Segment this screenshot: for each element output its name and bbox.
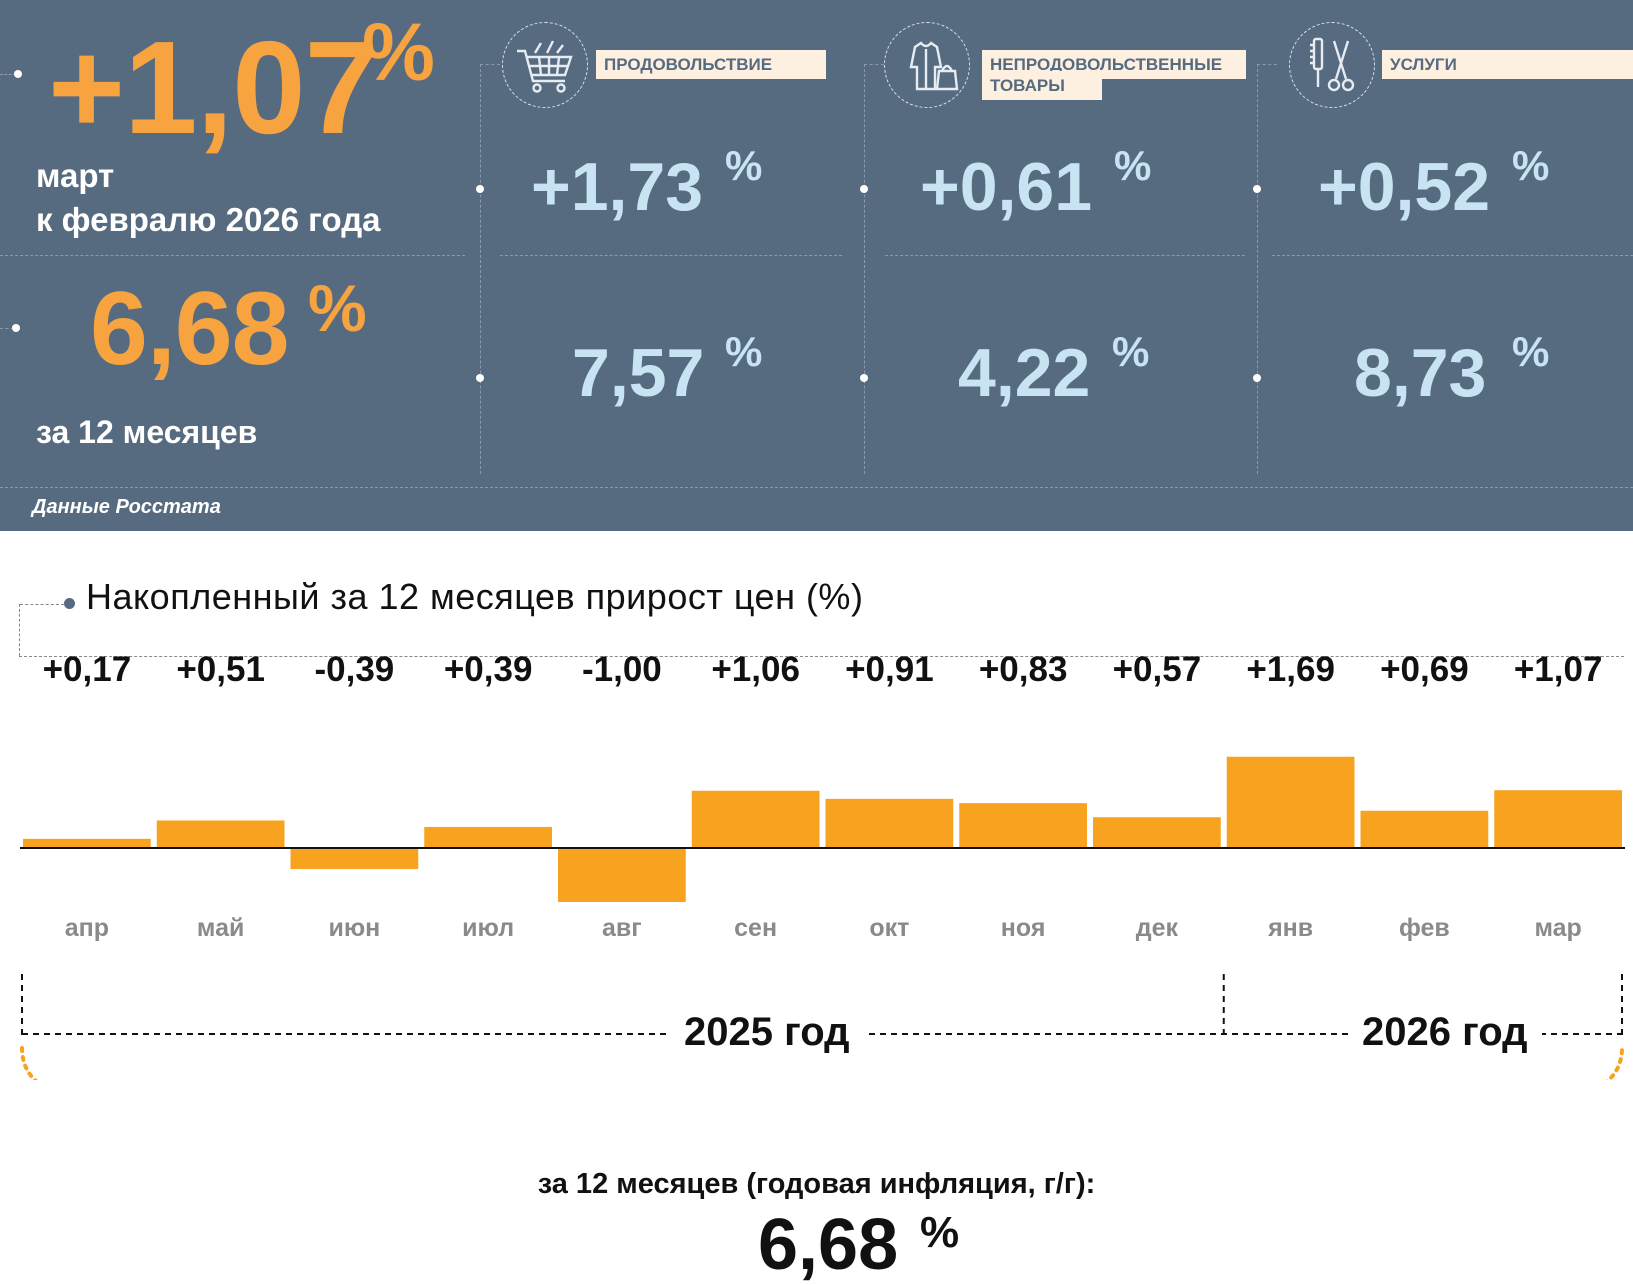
summary-panel: +1,07 % март к февралю 2026 года 6,68 % … (0, 0, 1633, 531)
shopping-cart-icon (502, 22, 588, 108)
bullet-dot (476, 185, 484, 193)
category-monthly-food: +1,73 % (531, 142, 763, 225)
category-label-food: ПРОДОВОЛЬСТВИЕ (596, 50, 826, 79)
year-label-2025: 2025 год (670, 1010, 864, 1055)
bullet-dot (64, 598, 75, 609)
bullet-dot (860, 185, 868, 193)
divider (480, 64, 481, 474)
divider (500, 255, 842, 256)
data-label: +0,39 (444, 650, 533, 689)
category-monthly-nonfood: +0,61 % (920, 142, 1152, 225)
divider (19, 604, 20, 656)
bar-апр (23, 838, 151, 848)
data-label: +0,83 (979, 650, 1068, 689)
headline-annual-label: за 12 месяцев (36, 414, 258, 450)
tick-label: сен (734, 914, 777, 942)
bar-chart: +0,17 апр +0,51 май -0,39 июн +0,39 июл -1,00 авг… (20, 650, 1625, 1080)
data-label: +0,51 (176, 650, 265, 689)
divider (0, 255, 465, 256)
annual-inflation-value: 6,68 (758, 1205, 899, 1285)
bar-сен (691, 790, 820, 848)
tick-label: янв (1267, 914, 1313, 942)
chart-title: Накопленный за 12 месяцев прирост цен (%… (86, 576, 864, 617)
category-label-nonfood-2: ТОВАРЫ (982, 71, 1102, 100)
headline-annual-value: 6,68 (90, 271, 289, 387)
year-label-2026: 2026 год (1348, 1010, 1542, 1055)
bullet-dot (1253, 374, 1261, 382)
tick-label: мар (1534, 914, 1581, 942)
bar-окт (825, 798, 954, 848)
annual-inflation-percent: % (920, 1208, 960, 1257)
bar-дек (1093, 817, 1221, 848)
bar-фев (1360, 810, 1489, 848)
divider (1257, 64, 1258, 474)
category-monthly-services: +0,52 % (1318, 142, 1550, 225)
bullet-dot (476, 374, 484, 382)
divider (864, 64, 865, 474)
bar-май (156, 820, 285, 848)
data-label: +1,69 (1246, 650, 1335, 689)
data-source: Данные Росстата (32, 496, 221, 518)
data-label: +0,57 (1113, 650, 1202, 689)
bar-янв (1226, 756, 1355, 848)
data-label: +1,07 (1514, 650, 1603, 689)
divider (1257, 64, 1277, 65)
divider (0, 487, 1633, 488)
annual-inflation-label: за 12 месяцев (годовая инфляция, г/г): (537, 1168, 1096, 1200)
headline-monthly-label-2: к февралю 2026 года (36, 201, 381, 238)
data-label: -0,39 (314, 650, 394, 689)
bullet-dot (14, 70, 22, 78)
bullet-dot (12, 324, 20, 332)
data-label: +1,06 (711, 650, 800, 689)
divider (0, 328, 14, 329)
divider (885, 255, 1245, 256)
bullet-dot (860, 374, 868, 382)
bar-июл (424, 826, 552, 848)
divider (0, 74, 16, 75)
data-label: -1,00 (582, 650, 662, 689)
bar-мар (1494, 790, 1622, 848)
tick-label: ноя (1001, 914, 1046, 942)
tick-label: окт (869, 914, 909, 942)
divider (480, 64, 500, 65)
tick-label: фев (1399, 914, 1450, 942)
category-label-services: УСЛУГИ (1382, 50, 1633, 79)
bar-ноя (959, 803, 1087, 848)
bullet-dot (1253, 185, 1261, 193)
tick-label: дек (1136, 914, 1179, 942)
divider (864, 64, 884, 65)
tick-label: июл (462, 914, 514, 942)
bar-авг (558, 848, 686, 902)
data-label: +0,17 (43, 650, 132, 689)
data-label: +0,91 (845, 650, 934, 689)
scissors-comb-icon (1289, 22, 1375, 108)
category-annual-nonfood: 4,22 % (958, 328, 1150, 411)
bar-июн (290, 848, 419, 870)
tick-label: апр (65, 914, 109, 942)
divider (19, 656, 1624, 657)
tick-label: июн (328, 914, 380, 942)
divider (1272, 255, 1633, 256)
clothing-bag-icon (884, 22, 970, 108)
category-annual-food: 7,57 % (572, 328, 763, 411)
headline-monthly-value: +1,07 (48, 14, 378, 161)
tick-label: авг (602, 914, 642, 942)
headline-monthly-label-1: март (36, 157, 115, 194)
category-annual-services: 8,73 % (1354, 328, 1550, 411)
divider (20, 604, 64, 605)
data-label: +0,69 (1380, 650, 1469, 689)
tick-label: май (197, 914, 244, 942)
